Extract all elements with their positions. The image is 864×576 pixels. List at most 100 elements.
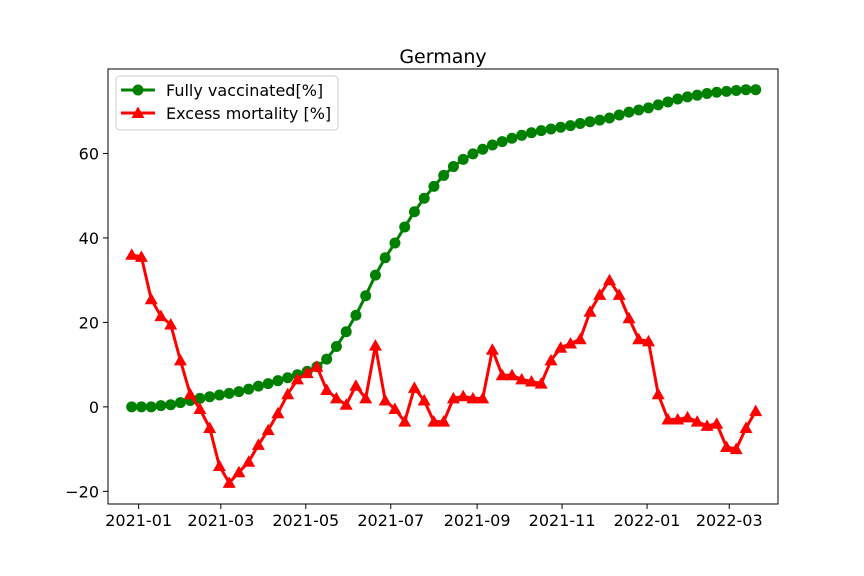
y-tick-label: 60 xyxy=(79,144,99,163)
vaccinated-point xyxy=(379,252,391,264)
plot-frame xyxy=(107,68,779,505)
vaccinated-point xyxy=(243,383,255,395)
vaccinated-point xyxy=(262,378,274,390)
excess-mortality-point xyxy=(729,442,743,455)
y-tick-label: 0 xyxy=(89,398,99,417)
excess-mortality-point xyxy=(446,391,460,404)
excess-mortality-point xyxy=(720,440,733,452)
x-tick-label: 2022-03 xyxy=(696,511,763,530)
legend-label-vaccinated: Fully vaccinated[%] xyxy=(166,81,323,100)
x-tick-label: 2021-03 xyxy=(187,511,254,530)
vaccinated-point xyxy=(730,85,742,97)
x-tick-label: 2021-11 xyxy=(529,511,596,530)
excess-mortality-point xyxy=(417,394,431,406)
vaccinated-point xyxy=(428,180,440,192)
excess-mortality-point xyxy=(505,368,519,381)
vaccinated-point xyxy=(350,309,362,321)
vaccinated-point xyxy=(360,290,372,302)
excess-mortality-point xyxy=(261,423,275,436)
vaccinated-point xyxy=(467,148,479,160)
vaccinated-point xyxy=(204,391,216,403)
excess-mortality-point xyxy=(290,372,304,385)
excess-mortality-point xyxy=(388,402,402,414)
vaccinated-point xyxy=(584,116,596,128)
excess-mortality-point xyxy=(573,332,587,345)
vaccinated-point xyxy=(711,86,723,98)
excess-mortality-point xyxy=(671,413,685,425)
excess-mortality-point xyxy=(603,273,616,286)
vaccinated-point xyxy=(252,380,264,392)
excess-mortality-point xyxy=(407,381,421,393)
excess-mortality-point xyxy=(681,410,694,423)
vaccinated-point xyxy=(672,93,684,105)
excess-mortality-point xyxy=(661,413,675,425)
excess-mortality-point xyxy=(154,309,168,322)
vaccinated-point xyxy=(213,389,225,401)
vaccinated-point xyxy=(691,89,703,101)
excess-mortality-point xyxy=(651,387,665,400)
excess-mortality-point xyxy=(437,415,451,427)
vaccinated-point xyxy=(740,84,752,96)
excess-mortality-point xyxy=(242,455,256,467)
vaccinated-point xyxy=(642,102,654,114)
vaccinated-point xyxy=(506,132,518,144)
excess-mortality-point xyxy=(466,391,480,404)
vaccinated-point xyxy=(496,136,508,148)
vaccinated-point xyxy=(545,123,557,135)
excess-mortality-point xyxy=(427,415,441,427)
excess-mortality-point xyxy=(749,404,763,417)
vaccinated-point xyxy=(369,269,381,281)
excess-mortality-point xyxy=(329,391,343,404)
excess-mortality-point xyxy=(554,341,568,353)
y-tick-label: 40 xyxy=(79,229,99,248)
x-tick-label: 2021-05 xyxy=(272,511,339,530)
x-tick-label: 2021-01 xyxy=(105,511,172,530)
plot-area xyxy=(125,84,763,488)
excess-mortality-point xyxy=(271,406,285,419)
vaccinated-point xyxy=(603,112,615,124)
vaccinated-point xyxy=(330,340,342,352)
excess-mortality-point xyxy=(583,305,597,317)
vaccinated-point xyxy=(574,117,586,129)
excess-mortality-point xyxy=(125,248,139,260)
excess-mortality-point xyxy=(612,288,626,300)
excess-mortality-point xyxy=(534,377,548,389)
excess-mortality-point xyxy=(544,353,558,366)
excess-mortality-point xyxy=(642,334,655,347)
legend-box xyxy=(115,75,339,131)
vaccinated-point xyxy=(594,114,606,126)
vaccinated-point xyxy=(223,387,235,399)
excess-mortality-point xyxy=(251,438,265,450)
excess-mortality-point xyxy=(144,292,158,305)
x-tick-label: 2021-09 xyxy=(444,511,511,530)
excess-mortality-point xyxy=(476,391,490,404)
y-tick-label: −20 xyxy=(65,482,99,501)
excess-mortality-point xyxy=(368,339,382,351)
vaccinated-point xyxy=(652,99,664,111)
vaccinated-point xyxy=(272,375,284,387)
vaccinated-point xyxy=(623,106,635,118)
chart-title: Germany xyxy=(399,46,486,68)
vaccinated-point xyxy=(720,85,732,97)
vaccinated-point xyxy=(126,401,138,413)
vaccinated-point xyxy=(340,326,352,338)
excess-mortality-point xyxy=(525,375,538,387)
excess-mortality-point xyxy=(339,398,353,410)
vaccinated-point xyxy=(389,237,401,249)
legend-marker-vaccinated xyxy=(132,84,144,96)
excess-mortality-point xyxy=(564,337,577,349)
excess-mortality-point xyxy=(212,459,226,471)
vaccinated-point xyxy=(438,169,450,181)
vaccinated-point xyxy=(282,372,294,384)
vaccinated-point xyxy=(555,121,567,133)
vaccinated-point xyxy=(477,143,489,155)
excess-mortality-point xyxy=(739,421,753,433)
vaccinated-point xyxy=(486,139,498,151)
vaccinated-point xyxy=(701,87,713,99)
vaccinated-point xyxy=(135,401,147,413)
vaccinated-point xyxy=(399,221,411,233)
vaccinated-point xyxy=(750,84,762,96)
excess-mortality-point xyxy=(193,402,207,414)
excess-mortality-point xyxy=(183,387,197,400)
